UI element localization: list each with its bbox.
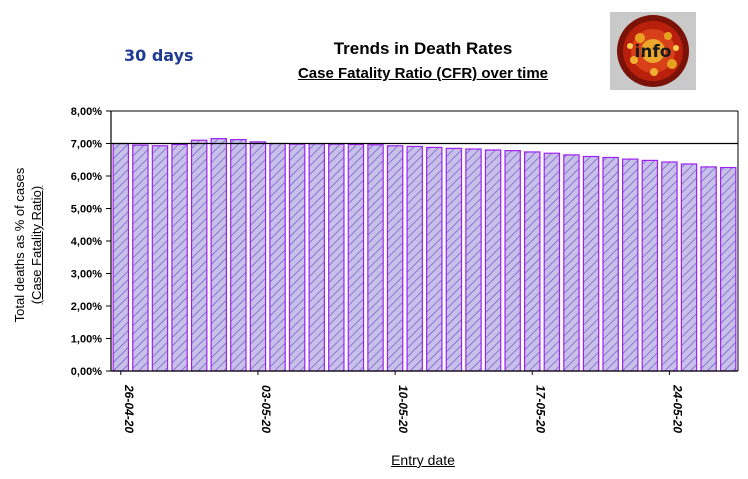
cfr-bar <box>230 139 247 372</box>
cfr-bar <box>151 145 169 372</box>
chart-subtitle: Case Fatality Ratio (CFR) over time <box>297 65 549 82</box>
cfr-bar <box>719 166 737 372</box>
cfr-bar <box>367 144 384 372</box>
y-tick-label: 6,00% <box>71 171 102 183</box>
bar-series <box>112 138 737 372</box>
cfr-bar <box>680 163 698 372</box>
cfr-bar <box>563 154 580 372</box>
cfr-bar <box>543 152 561 372</box>
y-tick-label: 5,00% <box>71 204 102 216</box>
cfr-bar <box>112 142 130 372</box>
y-axis-ticks: 0,00% 1,00% 2,00% 3,00% 4,00% 5,00% 6,00% 7,00%… <box>71 106 111 378</box>
cfr-bar <box>621 158 639 372</box>
cfr-bar <box>288 143 306 372</box>
plot-frame <box>110 110 739 372</box>
cfr-bar <box>504 150 521 372</box>
y-tick-label: 1,00% <box>71 334 102 346</box>
cfr-bar <box>210 138 228 372</box>
y-tick-label: 4,00% <box>71 236 102 248</box>
cfr-bar <box>445 147 463 372</box>
x-tick-label: 26-04-20 <box>122 384 136 433</box>
cfr-bar <box>308 143 325 372</box>
cfr-bar <box>465 148 482 372</box>
x-axis-label: Entry date <box>391 452 455 468</box>
cfr-bar <box>641 159 659 372</box>
x-tick-label: 17-05-20 <box>533 385 547 433</box>
y-axis-label-wrap: Total deaths as % of cases (Case Fatalit… <box>8 140 48 350</box>
y-axis-label-main: Total deaths as % of cases <box>12 167 27 323</box>
cfr-bar <box>700 166 717 372</box>
period-label: 30 days <box>124 46 194 65</box>
x-tick-label: 24-05-20 <box>670 384 684 433</box>
cfr-bar <box>426 146 443 372</box>
cfr-bar <box>602 156 619 372</box>
cfr-bar <box>386 145 404 372</box>
logo-text: info <box>634 42 671 62</box>
cfr-bar <box>406 145 423 372</box>
y-tick-label: 8,00% <box>71 106 102 118</box>
y-axis-label-sub: (Case Fatality Ratio) <box>29 185 44 305</box>
x-tick-label: 03-05-20 <box>259 385 273 433</box>
x-axis-ticks: 26-04-20 03-05-20 10-05-20 17-05-20 24-05-20 <box>120 371 684 433</box>
cfr-bar <box>132 144 149 372</box>
chart-title: Trends in Death Rates <box>333 39 513 58</box>
info-logo-icon: info <box>610 12 696 90</box>
y-tick-label: 7,00% <box>71 139 102 151</box>
y-tick-label: 0,00% <box>71 366 102 378</box>
cfr-bar <box>347 143 365 372</box>
cfr-bar <box>484 149 502 372</box>
cfr-bar <box>328 143 345 372</box>
cfr-bar <box>190 139 208 372</box>
y-axis-label: Total deaths as % of cases (Case Fatalit… <box>11 168 45 323</box>
cfr-bar <box>524 151 541 372</box>
x-tick-label: 10-05-20 <box>396 385 410 433</box>
cfr-bar <box>582 155 600 372</box>
y-tick-label: 2,00% <box>71 301 102 313</box>
y-tick-label: 3,00% <box>71 269 102 281</box>
cfr-bar <box>269 142 286 372</box>
cfr-bar <box>661 161 678 372</box>
cfr-bar <box>171 143 188 372</box>
cfr-bar <box>249 141 267 372</box>
